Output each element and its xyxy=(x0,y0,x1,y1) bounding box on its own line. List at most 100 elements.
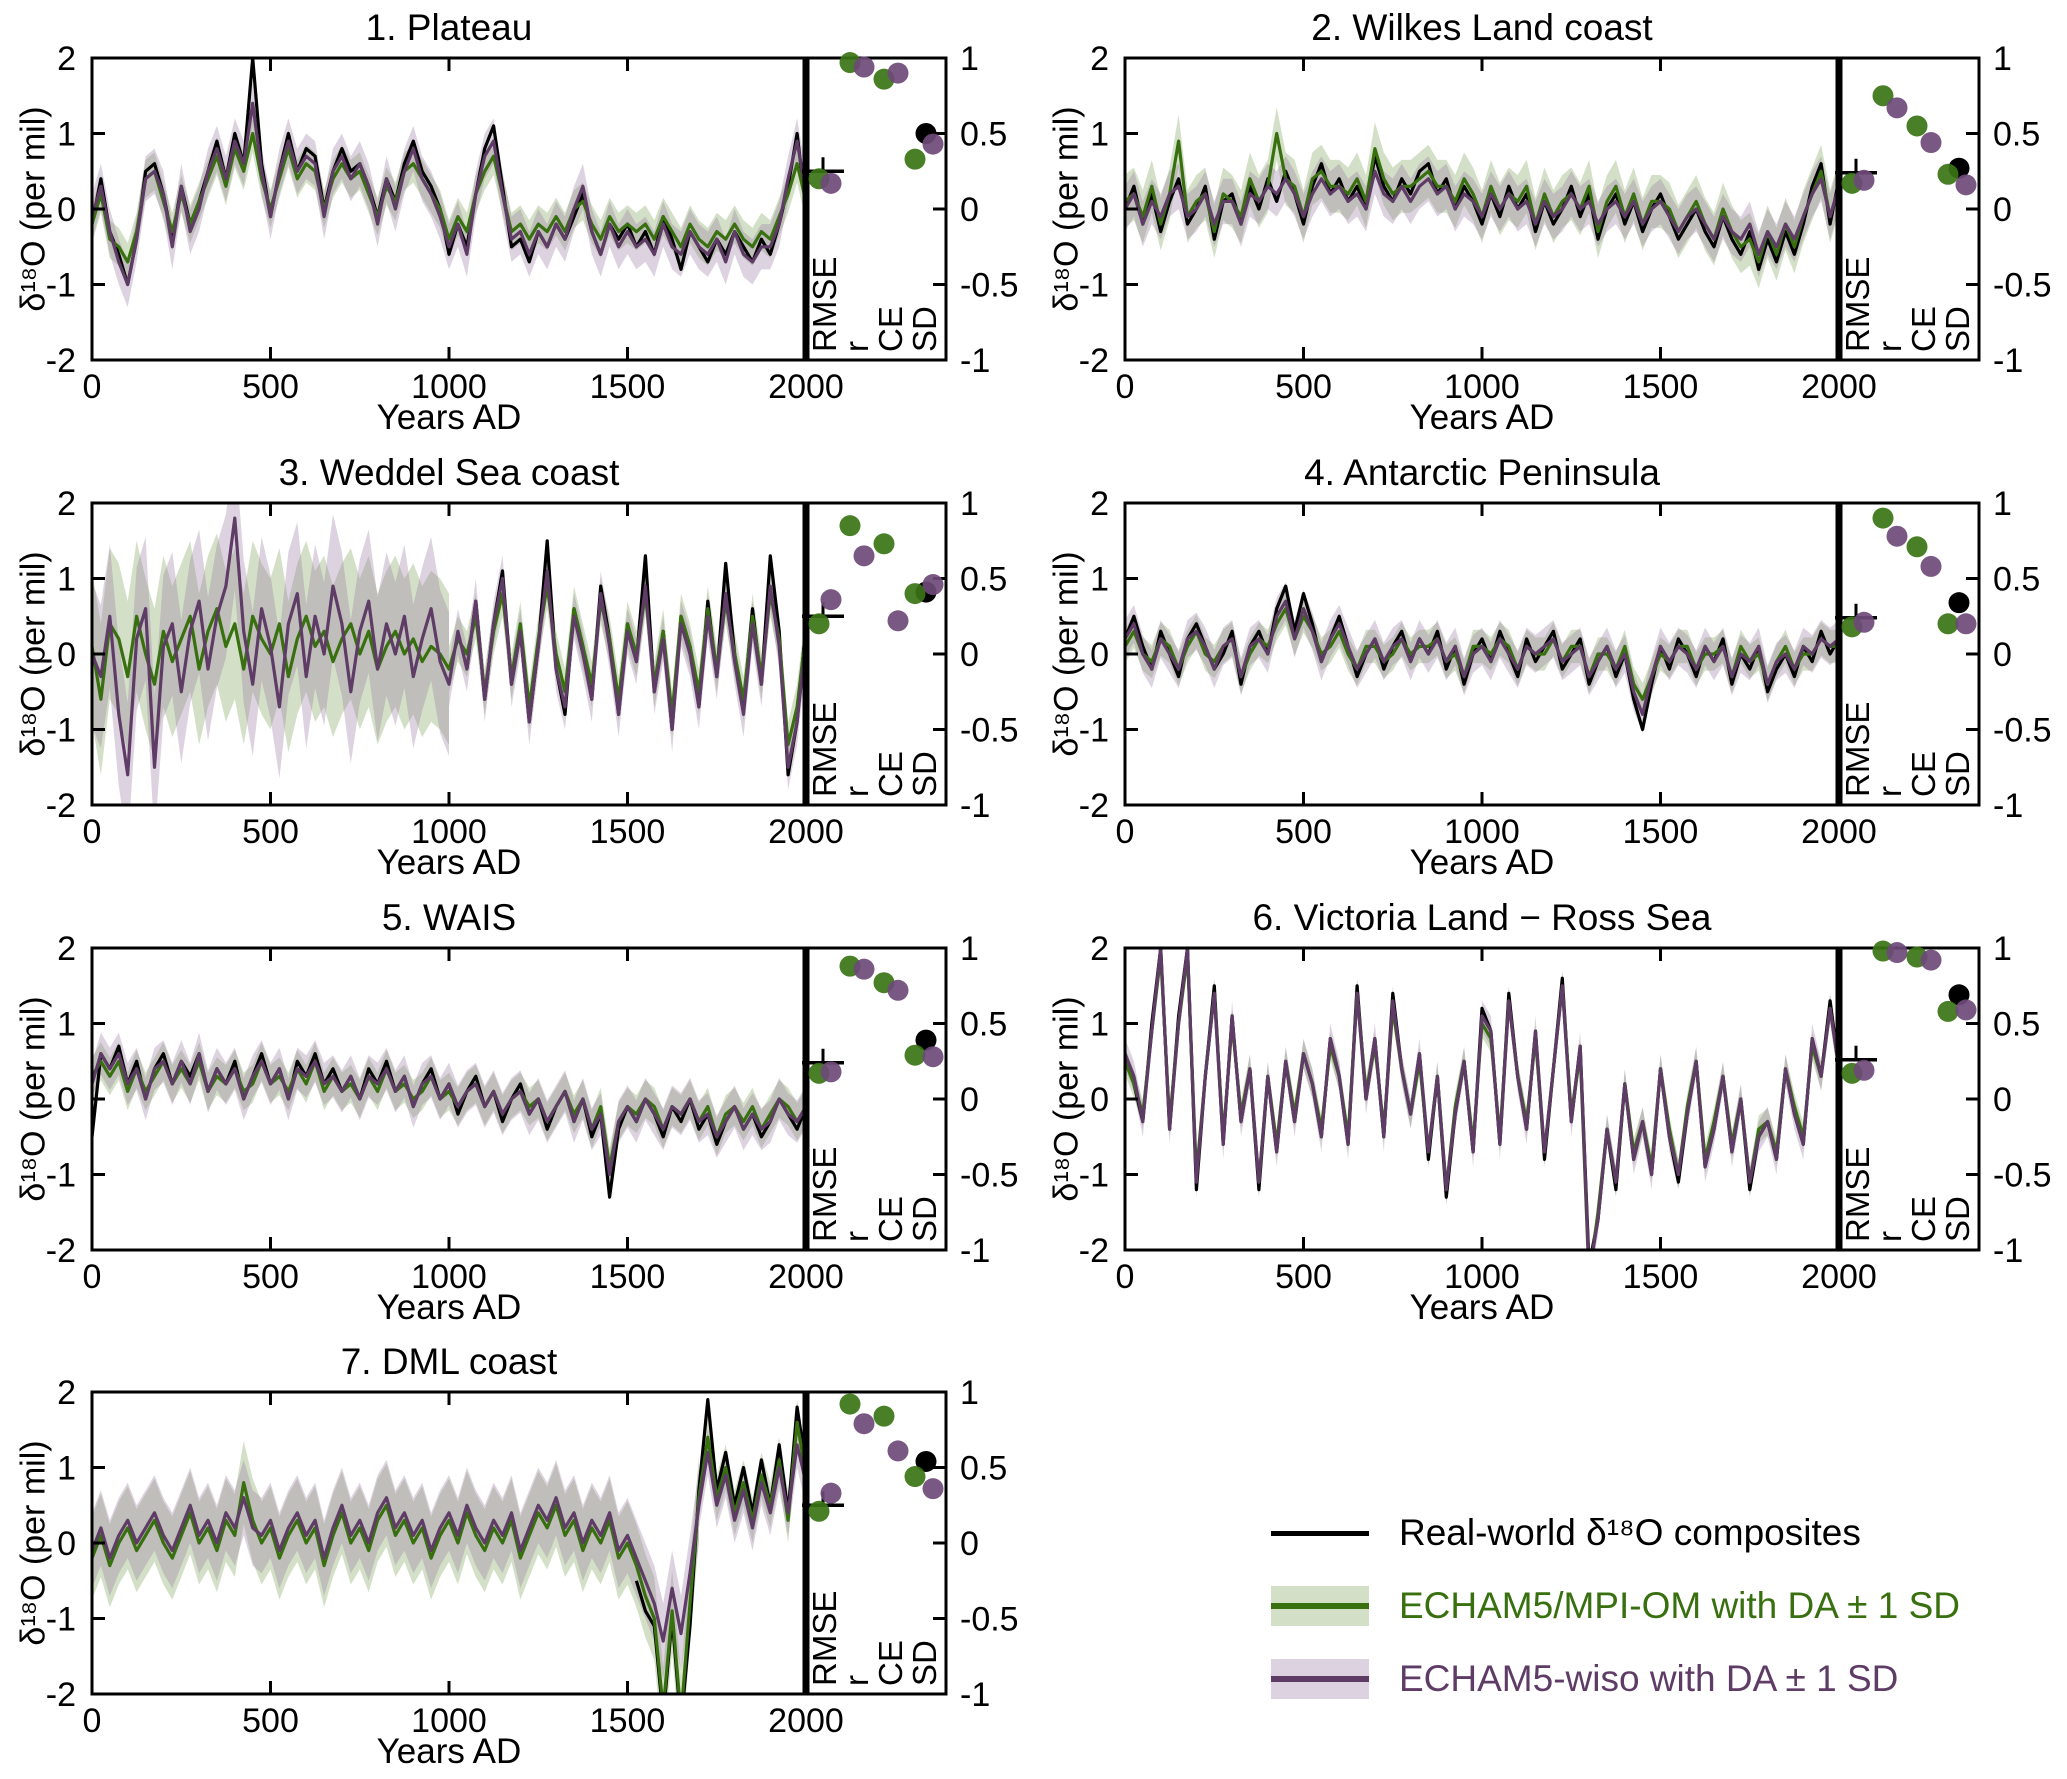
svg-text:-0.5: -0.5 xyxy=(960,267,1019,305)
svg-text:1: 1 xyxy=(57,561,76,599)
svg-text:1000: 1000 xyxy=(411,368,487,406)
stat-dot-r-purple xyxy=(853,545,875,567)
svg-text:2: 2 xyxy=(57,1374,76,1412)
svg-text:1: 1 xyxy=(1993,40,2012,78)
svg-text:-2: -2 xyxy=(46,1232,76,1270)
subplot-plateau: 0 500 1000 1500 2000 -2 -1 0 1 2 1 0.5 0 -0.5 -1 RMSE r C… xyxy=(0,0,1033,445)
axis-ticks xyxy=(92,503,946,805)
stats-markers xyxy=(802,52,944,194)
svg-text:500: 500 xyxy=(242,368,299,406)
green-band-swatch-icon xyxy=(1271,1586,1369,1626)
subplot-wais: 0 500 1000 1500 2000 -2 -1 0 1 2 1 0.5 0 -0.5 -1 RMSE r C… xyxy=(0,890,1033,1335)
svg-text:RMSE: RMSE xyxy=(1839,257,1876,352)
svg-text:0: 0 xyxy=(960,191,979,229)
svg-text:SD: SD xyxy=(1939,1196,1976,1242)
svg-text:2: 2 xyxy=(1090,930,1109,968)
stat-dot-r-purple xyxy=(1886,525,1908,547)
chart-canvas: 0 500 1000 1500 2000 -2 -1 0 1 2 1 0.5 0 -0.5 -1 RMSErC… xyxy=(46,930,1019,1296)
stats-markers xyxy=(1835,940,1977,1084)
stat-dot-sd-green xyxy=(904,1466,926,1488)
series-band-purple xyxy=(92,1459,699,1679)
svg-text:2000: 2000 xyxy=(1801,813,1877,851)
stat-dot-sd-black xyxy=(1948,592,1970,614)
plot-title: 4. Antarctic Peninsula xyxy=(1304,452,1660,493)
stat-dot-sd-purple xyxy=(1955,613,1977,635)
svg-text:1: 1 xyxy=(1993,485,2012,523)
stat-dot-ce-purple xyxy=(887,1440,909,1462)
axis-ticks xyxy=(92,948,946,1250)
x-axis-label: Years AD xyxy=(376,398,522,437)
stat-dot-sd-green xyxy=(1937,613,1959,635)
svg-text:0: 0 xyxy=(1090,191,1109,229)
svg-text:2000: 2000 xyxy=(768,1258,844,1296)
chart-canvas: 0 500 1000 1500 2000 -2 -1 0 1 2 1 0.5 0 -0.5 -1 RMSErC… xyxy=(46,40,1019,406)
series-lines xyxy=(1125,131,1839,271)
x-axis-label: Years AD xyxy=(1409,398,1555,437)
svg-text:1500: 1500 xyxy=(1623,368,1699,406)
series-line-green xyxy=(92,1420,806,1694)
legend: Real-world δ¹⁸O composites ECHAM5/MPI-OM… xyxy=(1271,1510,1960,1729)
svg-text:r: r xyxy=(838,1675,875,1686)
stat-dot-ce-purple xyxy=(887,610,909,632)
stat-dot-sd-green xyxy=(904,583,926,605)
series-line-purple xyxy=(1125,599,1839,716)
svg-text:2: 2 xyxy=(57,485,76,523)
svg-text:2: 2 xyxy=(57,40,76,78)
sd-bands xyxy=(92,80,806,308)
legend-item-echam5-wiso: ECHAM5-wiso with DA ± 1 SD xyxy=(1271,1656,1960,1702)
svg-text:2000: 2000 xyxy=(768,1702,844,1740)
stat-dot-sd-purple xyxy=(922,1478,944,1500)
series-band-green xyxy=(1125,592,1839,716)
series-band-green xyxy=(92,114,806,281)
svg-text:0: 0 xyxy=(1993,1081,2012,1119)
stat-dot-r-purple xyxy=(853,1413,875,1435)
svg-text:-2: -2 xyxy=(1079,342,1109,380)
svg-text:-1: -1 xyxy=(1079,1157,1109,1195)
series-lines xyxy=(1125,584,1839,732)
stat-dot-rmse-green xyxy=(808,1500,830,1522)
svg-text:SD: SD xyxy=(906,1640,943,1686)
series-band-green xyxy=(1125,107,1839,289)
svg-text:r: r xyxy=(1871,341,1908,352)
svg-text:0: 0 xyxy=(960,1525,979,1563)
series-line-purple xyxy=(92,1443,806,1643)
svg-text:0.5: 0.5 xyxy=(960,1006,1007,1044)
y-axis-label: δ¹⁸O (per mil) xyxy=(1047,551,1086,757)
stat-dot-ce-purple xyxy=(887,62,909,84)
series-line-green xyxy=(92,584,806,747)
black-line-swatch-icon xyxy=(1271,1530,1369,1536)
stat-dot-r-green xyxy=(1872,507,1894,529)
svg-text:-2: -2 xyxy=(46,787,76,825)
svg-text:2000: 2000 xyxy=(768,368,844,406)
legend-item-observations: Real-world δ¹⁸O composites xyxy=(1271,1510,1960,1556)
svg-text:1500: 1500 xyxy=(1623,1258,1699,1296)
series-line-purple xyxy=(92,1052,806,1177)
stat-dot-rmse-purple xyxy=(820,1482,842,1504)
y-axis-label: δ¹⁸O (per mil) xyxy=(14,1440,53,1646)
svg-text:1000: 1000 xyxy=(411,813,487,851)
svg-text:1: 1 xyxy=(57,116,76,154)
svg-text:CE: CE xyxy=(1905,751,1942,797)
tick-labels: 0 500 1000 1500 2000 -2 -1 0 1 2 1 0.5 0 -0.5 -1 xyxy=(46,40,1019,406)
stat-dot-sd-purple xyxy=(922,574,944,596)
stat-dot-sd-purple xyxy=(922,1046,944,1068)
svg-text:r: r xyxy=(838,786,875,797)
subplot-victoria-land-ross-sea: 0 500 1000 1500 2000 -2 -1 0 1 2 1 0.5 0 -0.5 -1 RMSE r C… xyxy=(1033,890,2066,1335)
chart-canvas: 0 500 1000 1500 2000 -2 -1 0 1 2 1 0.5 0 -0.5 -1 RMSErC… xyxy=(1079,930,2052,1296)
svg-text:0.5: 0.5 xyxy=(960,116,1007,154)
svg-text:0: 0 xyxy=(57,636,76,674)
svg-text:SD: SD xyxy=(906,306,943,352)
subplot-wilkes-land-coast: 0 500 1000 1500 2000 -2 -1 0 1 2 1 0.5 0 -0.5 -1 RMSE r C… xyxy=(1033,0,2066,445)
stat-dot-rmse-purple xyxy=(1853,1059,1875,1081)
series-band-green xyxy=(92,1441,699,1694)
svg-text:1500: 1500 xyxy=(590,813,666,851)
stat-dot-r-purple xyxy=(1886,97,1908,119)
svg-text:-0.5: -0.5 xyxy=(1993,267,2052,305)
svg-text:1500: 1500 xyxy=(590,368,666,406)
svg-text:0: 0 xyxy=(1116,813,1135,851)
